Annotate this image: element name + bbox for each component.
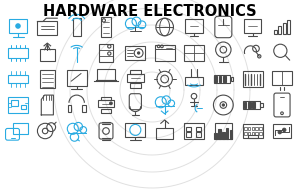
- Bar: [219, 76, 221, 82]
- Bar: [244, 19, 262, 32]
- Bar: [186, 127, 191, 131]
- Bar: [252, 102, 255, 108]
- Bar: [248, 135, 258, 138]
- Bar: [99, 44, 112, 62]
- Bar: [184, 45, 204, 61]
- Bar: [8, 97, 28, 113]
- Bar: [73, 18, 80, 36]
- Circle shape: [16, 24, 20, 28]
- Bar: [125, 123, 145, 137]
- Bar: [244, 127, 247, 130]
- Bar: [155, 45, 175, 61]
- Bar: [272, 71, 292, 85]
- Bar: [223, 76, 226, 82]
- Bar: [243, 101, 260, 109]
- Bar: [255, 127, 258, 130]
- Bar: [125, 46, 145, 60]
- Bar: [185, 77, 203, 85]
- Bar: [252, 131, 254, 135]
- Bar: [11, 100, 18, 106]
- Bar: [248, 131, 250, 135]
- Bar: [101, 17, 111, 37]
- Bar: [259, 127, 262, 130]
- Bar: [248, 127, 250, 130]
- Bar: [101, 97, 111, 100]
- Bar: [40, 49, 55, 61]
- Bar: [97, 69, 115, 80]
- Bar: [68, 105, 71, 112]
- Bar: [130, 70, 141, 74]
- Circle shape: [222, 104, 224, 106]
- Bar: [243, 71, 262, 87]
- Bar: [13, 123, 28, 134]
- Circle shape: [110, 102, 112, 105]
- Bar: [8, 75, 28, 83]
- Bar: [222, 131, 224, 139]
- Bar: [283, 23, 286, 34]
- Bar: [21, 105, 26, 109]
- Bar: [82, 105, 86, 112]
- Bar: [231, 77, 233, 81]
- Bar: [67, 70, 87, 86]
- Bar: [196, 132, 201, 136]
- Bar: [9, 19, 27, 33]
- Bar: [156, 128, 173, 139]
- Bar: [101, 109, 111, 113]
- Bar: [214, 123, 232, 139]
- Bar: [196, 127, 201, 131]
- Bar: [248, 102, 251, 108]
- Circle shape: [278, 131, 281, 134]
- Bar: [252, 127, 254, 130]
- Bar: [98, 100, 114, 107]
- Circle shape: [283, 128, 286, 131]
- Bar: [38, 21, 57, 35]
- Bar: [8, 48, 28, 58]
- Bar: [274, 30, 277, 34]
- Bar: [185, 19, 203, 32]
- Text: HARDWARE ELECTRONICS: HARDWARE ELECTRONICS: [43, 5, 257, 20]
- Bar: [214, 75, 230, 83]
- Bar: [186, 132, 191, 136]
- Bar: [259, 131, 262, 135]
- Circle shape: [137, 52, 140, 54]
- Bar: [127, 74, 144, 82]
- Bar: [260, 103, 262, 107]
- Bar: [40, 70, 55, 88]
- Bar: [244, 102, 246, 108]
- Bar: [287, 20, 290, 34]
- Bar: [244, 131, 247, 135]
- Bar: [226, 128, 228, 139]
- Bar: [255, 131, 258, 135]
- Bar: [214, 76, 217, 82]
- Bar: [218, 129, 221, 139]
- Bar: [278, 26, 281, 34]
- Bar: [184, 123, 204, 139]
- Bar: [130, 83, 141, 88]
- Bar: [214, 133, 217, 139]
- Bar: [230, 131, 232, 139]
- Bar: [273, 124, 291, 138]
- Bar: [243, 124, 262, 138]
